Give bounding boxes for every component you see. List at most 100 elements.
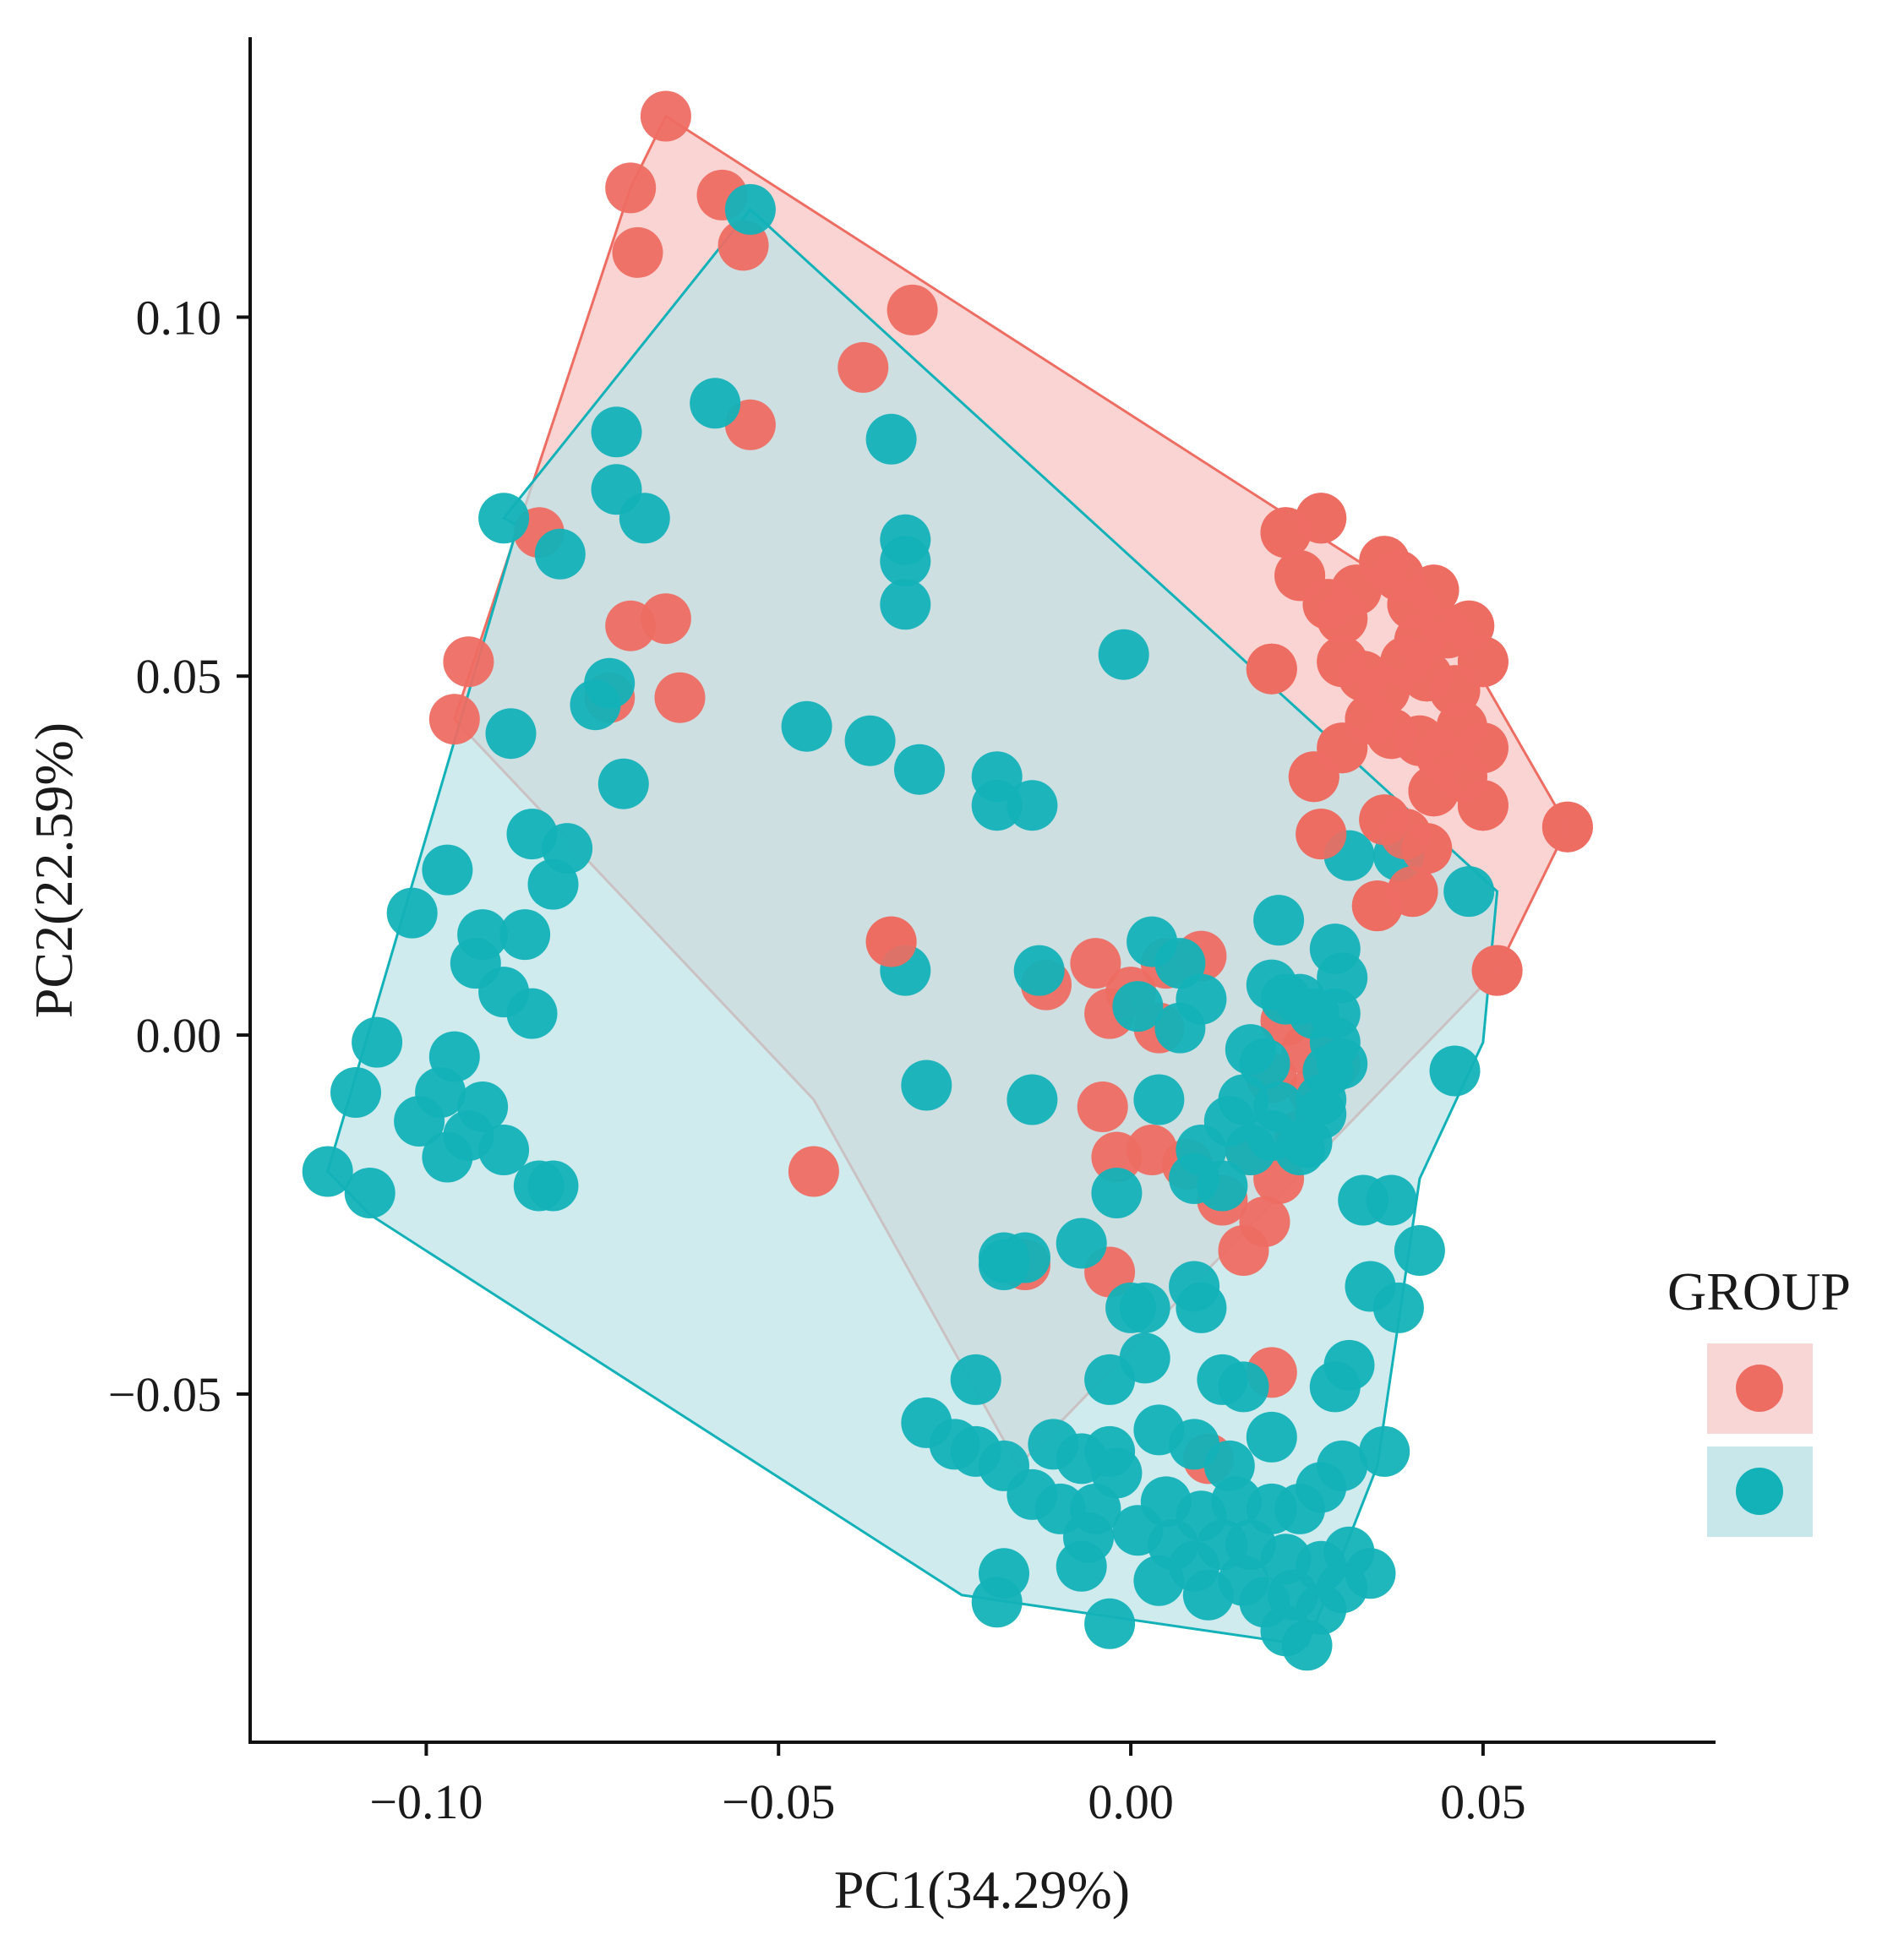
group-2-point [1056, 1218, 1107, 1269]
y-axis-title: PC2(22.59%) [24, 722, 84, 1018]
group-1-point [605, 162, 657, 214]
x-tick-label: −0.10 [369, 1774, 483, 1829]
group-2-point [1112, 981, 1164, 1032]
group-1-point-overlay [1457, 780, 1508, 831]
group-2-point [591, 406, 642, 458]
group-1-point [640, 90, 691, 142]
y-tick-label: −0.05 [108, 1367, 221, 1422]
y-tick-label: 0.05 [136, 649, 222, 704]
group-2-point [1309, 1361, 1361, 1413]
group-2-point [506, 988, 558, 1039]
points-layer [302, 90, 1593, 1671]
group-2-point [971, 1577, 1023, 1628]
x-axis-title: PC1(34.29%) [834, 1860, 1130, 1920]
group-2-point [1112, 1505, 1164, 1556]
group-2-point [1119, 1282, 1170, 1333]
group-1-point-overlay [1541, 801, 1593, 853]
group-2-point [499, 909, 551, 961]
group-2-point [1084, 1598, 1136, 1649]
group-1-point [788, 1146, 839, 1197]
group-1-point [443, 636, 494, 688]
group-1-point [1077, 1081, 1128, 1132]
group-2-point [1211, 1476, 1263, 1528]
axes [248, 37, 1716, 1744]
group-2-point [844, 715, 896, 766]
group-1-point-overlay [1296, 493, 1347, 544]
y-tick-label: 0.00 [136, 1008, 222, 1063]
group-2-point [1366, 1174, 1417, 1226]
group-2-point [690, 378, 741, 429]
group-1-point [428, 694, 480, 745]
group-2-point [302, 1146, 353, 1197]
group-2-point [1429, 1045, 1481, 1097]
x-tick-label: −0.05 [722, 1774, 835, 1829]
group-2-point [527, 1160, 579, 1212]
group-2-point [1091, 1447, 1143, 1499]
group-2-point [485, 708, 537, 760]
group-2-point [570, 679, 621, 731]
x-tick-label: 0.05 [1440, 1774, 1526, 1829]
group-1-point [1218, 1225, 1269, 1276]
group-1-point-overlay [1351, 880, 1403, 932]
group-2-point [1098, 629, 1149, 680]
group-2-point [971, 780, 1023, 831]
group-1-point [654, 672, 706, 723]
group-2-point [1133, 1074, 1185, 1125]
group-2-point [1394, 1225, 1445, 1276]
group-2-point [1007, 780, 1058, 831]
group-1-point-overlay [1408, 765, 1459, 817]
group-2-point [1288, 988, 1339, 1039]
group-2-point [352, 1016, 403, 1068]
group-2-point [330, 1067, 381, 1118]
group-2-point [781, 700, 832, 752]
group-2-point [534, 528, 586, 580]
group-2-point [865, 413, 917, 465]
legend: GROUP [1667, 1261, 1851, 1537]
group-2-point [880, 579, 931, 630]
ticks: −0.10 −0.05 0.00 0.05 0.10 0.05 0.00 −0.05 [108, 290, 1526, 1829]
legend-title: GROUP [1667, 1261, 1851, 1321]
group-1-point [887, 284, 938, 335]
group-2-point [901, 1060, 952, 1111]
group-2-point [1133, 1555, 1185, 1606]
group-2-point [478, 493, 530, 544]
group-2-point [1197, 1160, 1248, 1212]
group-2-point [1225, 1125, 1276, 1175]
group-1-point-overlay [1408, 564, 1459, 616]
group-2-point [1007, 1074, 1058, 1125]
group-2-point [724, 183, 776, 235]
y-tick-label: 0.10 [136, 290, 222, 345]
group-2-point [1443, 866, 1495, 918]
group-1-point-overlay [1317, 722, 1368, 774]
group-2-point [1281, 1117, 1333, 1169]
group-2-point [1197, 1354, 1248, 1405]
group-2-point [950, 1354, 1001, 1405]
group-2-point [386, 887, 438, 939]
group-1-point-overlay [1401, 823, 1453, 874]
group-2-point [527, 858, 579, 910]
legend-swatch-group-1 [1736, 1365, 1783, 1412]
group-2-point [422, 1131, 473, 1183]
group-1-point-overlay [1296, 809, 1347, 860]
group-1-point-overlay [1246, 643, 1297, 695]
group-2-point [478, 1125, 530, 1175]
group-2-point [1372, 1282, 1424, 1333]
group-1-point [1070, 938, 1121, 989]
group-2-point [1359, 1425, 1410, 1477]
group-2-point [1176, 1282, 1227, 1333]
group-2-point [344, 1168, 396, 1218]
group-2-point [1056, 1540, 1107, 1592]
group-2-point [1260, 1605, 1312, 1657]
group-2-point [619, 493, 670, 544]
group-2-point [1253, 895, 1305, 946]
group-2-point [597, 758, 649, 809]
group-2-point [1176, 973, 1227, 1025]
group-1-point [640, 593, 691, 645]
group-1-point-overlay [1471, 945, 1523, 996]
x-tick-label: 0.00 [1088, 1774, 1174, 1829]
group-2-point [1091, 1168, 1143, 1218]
group-2-point [880, 536, 931, 587]
group-2-point [1084, 1354, 1136, 1405]
group-2-point [894, 744, 945, 795]
group-2-point [1013, 945, 1065, 996]
